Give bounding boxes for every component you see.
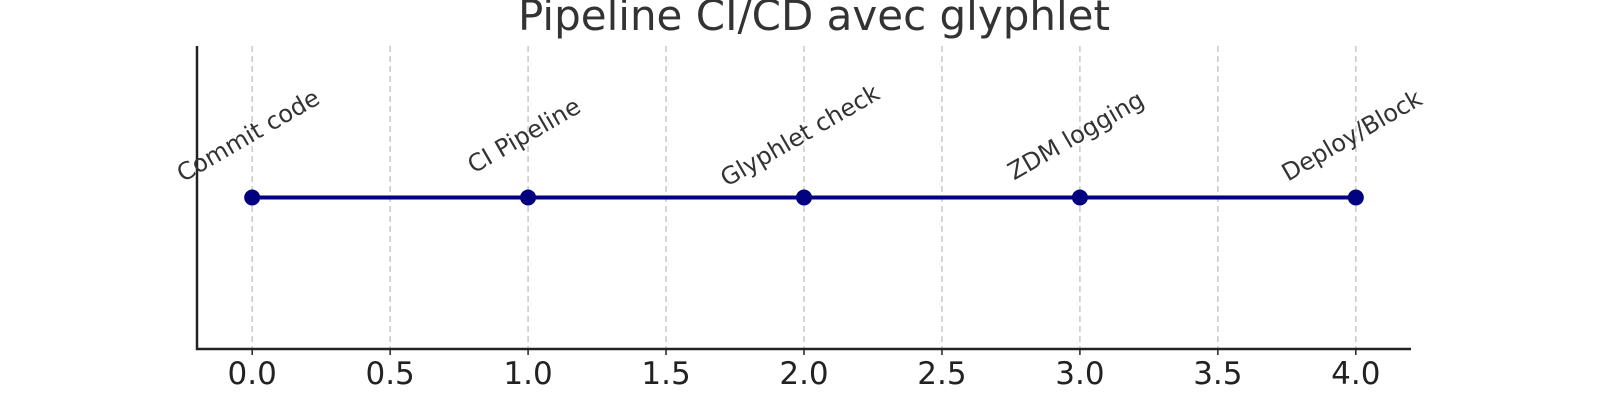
point-label: Glyphlet check <box>716 79 885 193</box>
x-tick-label: 0.5 <box>365 356 414 392</box>
x-tick-label: 2.0 <box>779 356 828 392</box>
x-tick-label: 1.5 <box>641 356 690 392</box>
point-label: Commit code <box>172 83 324 187</box>
series-layer <box>244 189 1364 206</box>
axes-layer: 0.0 0.5 1.0 1.5 2.0 2.5 3.0 3.5 4.0 <box>195 46 1411 392</box>
point-label: ZDM logging <box>1003 85 1149 185</box>
series-point <box>796 189 812 206</box>
x-tick-label: 2.5 <box>917 356 966 392</box>
x-tick-label: 1.0 <box>503 356 552 392</box>
point-labels-layer: Commit code CI Pipeline Glyphlet check ZDM … <box>172 79 1427 193</box>
series-point <box>1347 189 1364 206</box>
series-point <box>520 189 537 206</box>
point-label: Deploy/Block <box>1277 84 1427 187</box>
point-label: CI Pipeline <box>463 92 586 179</box>
chart-title: Pipeline CI/CD avec glyphlet <box>518 0 1110 40</box>
x-tick-label: 0.0 <box>228 356 277 392</box>
x-tick-label: 3.0 <box>1055 356 1104 392</box>
x-tick-label: 4.0 <box>1331 356 1380 392</box>
x-tick-label: 3.5 <box>1193 356 1242 392</box>
series-point <box>244 189 261 206</box>
series-point <box>1071 189 1088 206</box>
